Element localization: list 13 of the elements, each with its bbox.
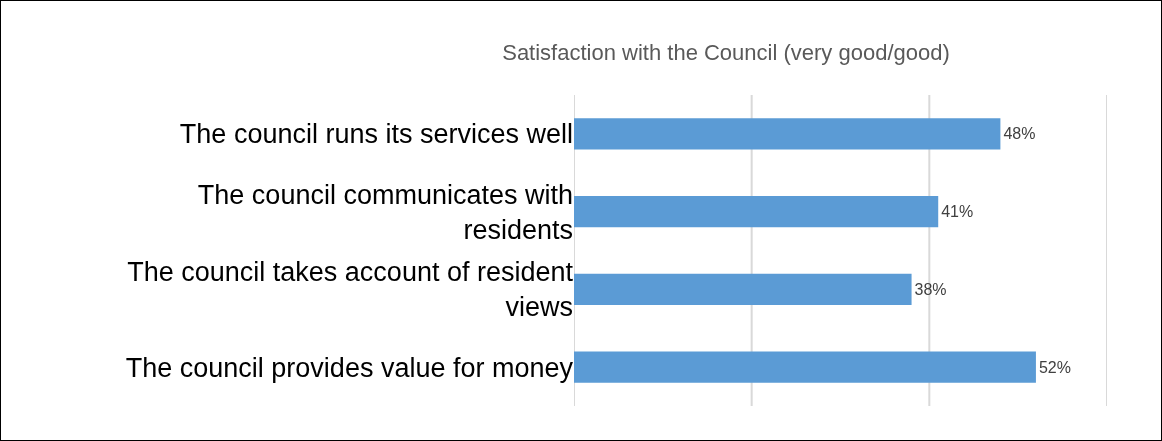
y-tick-label: The council runs its services well — [179, 119, 573, 150]
data-label: 52% — [1038, 358, 1071, 376]
y-tick-label: The council takes account of resident views — [127, 257, 574, 323]
y-tick-label: The council communicates with residents — [197, 179, 573, 245]
data-label: 41% — [941, 203, 974, 221]
bar — [574, 118, 1001, 150]
data-label: 38% — [914, 280, 947, 298]
bar — [574, 196, 939, 228]
chart-title: Satisfaction with the Council (very good/good) — [502, 40, 950, 66]
bar — [574, 351, 1036, 383]
data-label: 48% — [1003, 125, 1036, 143]
bar — [574, 273, 912, 305]
y-tick-label: The council provides value for money — [125, 352, 574, 383]
